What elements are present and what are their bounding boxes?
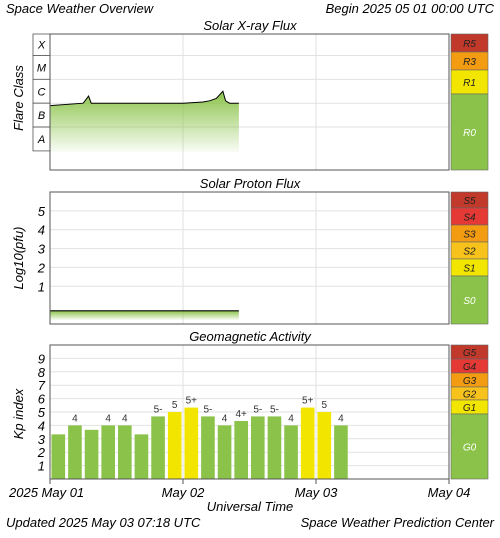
kp-bar-label: 4 [105, 413, 111, 424]
solar-radiation-scale-label: S3 [463, 230, 476, 241]
solar-radiation-scale-band [450, 275, 489, 325]
geomagnetic-scale-label: G1 [463, 403, 476, 414]
kp-bar [267, 416, 282, 479]
proton-tick-label: 3 [38, 242, 46, 257]
kp-bar-label: 4 [222, 413, 228, 424]
radio-scale-label: R3 [463, 57, 476, 68]
solar-radiation-scale-label: S2 [463, 247, 476, 258]
proton-tick-label: 1 [38, 279, 45, 294]
kp-bar [217, 425, 232, 479]
geomagnetic-scale-label: G2 [463, 390, 477, 401]
kp-bar-label: 5- [154, 404, 163, 415]
kp-bar-label: 5- [253, 404, 262, 415]
x-tick-label: May 04 [428, 485, 471, 500]
kp-bar [284, 425, 298, 479]
kp-panel-title: Geomagnetic Activity [189, 329, 312, 344]
kp-y-axis-title: Kp index [11, 388, 26, 439]
radio-scale-label: R5 [463, 39, 476, 50]
kp-bar-label: 5- [203, 404, 212, 415]
geomagnetic-scale-label: G5 [463, 348, 477, 359]
solar-radiation-scale-label: S0 [463, 296, 476, 307]
flare-class-label: C [38, 86, 46, 98]
radio-scale-band [450, 93, 489, 171]
updated-time: Updated 2025 May 03 07:18 UTC [6, 515, 201, 530]
proton-y-axis-title: Log10(pfu) [11, 227, 26, 290]
prediction-center: Space Weather Prediction Center [301, 515, 495, 530]
kp-bar [68, 425, 82, 479]
proton-panel: 1 2 3 4 5 S5 S4 S3 S2 S1 S0 [37, 191, 489, 325]
kp-bar-label: 4+ [235, 409, 247, 420]
geomagnetic-scale-label: G4 [463, 362, 477, 373]
kp-bar-label: 4 [288, 413, 294, 424]
radio-scale-label: R1 [463, 78, 476, 89]
geomagnetic-scale-band [450, 413, 489, 480]
kp-tick-label: 1 [38, 459, 45, 474]
kp-tick-label: 2 [37, 445, 46, 460]
xray-y-axis-title: Flare Class [11, 65, 26, 131]
kp-bar-label: 5+ [186, 396, 198, 407]
kp-bar [184, 407, 199, 479]
kp-bar [334, 425, 348, 479]
plot-border [49, 33, 450, 171]
radio-scale-label: R0 [463, 128, 476, 139]
kp-bar [317, 412, 332, 479]
kp-bar [84, 429, 99, 479]
x-axis-title: Universal Time [207, 499, 294, 514]
plot-background [50, 192, 449, 324]
kp-bar [51, 434, 66, 479]
plot-border [49, 191, 450, 325]
geomagnetic-scale-label: G3 [463, 376, 477, 387]
kp-bar [118, 425, 132, 479]
kp-bar [134, 434, 149, 479]
kp-bar [251, 416, 265, 479]
proton-tick-label: 2 [37, 260, 46, 275]
begin-time: Begin 2025 05 01 00:00 UTC [326, 1, 495, 16]
kp-tick-label: 6 [38, 392, 46, 407]
flare-class-label: M [37, 62, 47, 74]
kp-bar-label: 4 [72, 413, 78, 424]
kp-bar [101, 425, 115, 479]
kp-bar-label: 4 [122, 413, 128, 424]
xray-panel-title: Solar X-ray Flux [203, 18, 297, 33]
kp-bar [167, 412, 182, 479]
proton-tick-label: 4 [38, 223, 45, 238]
solar-radiation-scale-label: S5 [463, 196, 476, 207]
proton-tick-label: 5 [38, 204, 46, 219]
kp-tick-label: 5 [38, 405, 46, 420]
xray-flux-line [49, 90, 239, 107]
kp-bar-label: 5 [172, 400, 178, 411]
geomagnetic-scale-label: G0 [463, 443, 477, 454]
x-axis-ticks: 2025 May 01 May 02 May 03 May 04 [8, 479, 470, 500]
kp-tick-label: 3 [38, 432, 46, 447]
x-tick-label: 2025 May 01 [8, 485, 84, 500]
proton-panel-title: Solar Proton Flux [200, 176, 301, 191]
plot-border [49, 344, 450, 480]
kp-tick-label: 4 [38, 418, 45, 433]
kp-bar [300, 407, 315, 479]
kp-bar [201, 416, 215, 479]
radio-scale-band [450, 69, 489, 95]
kp-bar-label: 4 [338, 413, 344, 424]
kp-tick-label: 8 [38, 365, 46, 380]
solar-radiation-scale-label: S4 [463, 213, 476, 224]
proton-flux-fill [50, 310, 239, 320]
kp-bar [151, 416, 165, 479]
kp-bar-label: 5- [270, 404, 279, 415]
kp-bar-label: 5+ [302, 396, 314, 407]
solar-radiation-scale-label: S1 [463, 264, 475, 275]
xray-flux-fill [50, 91, 239, 152]
kp-tick-label: 9 [38, 351, 45, 366]
kp-bar-label: 5 [322, 400, 328, 411]
flare-class-label: B [38, 110, 45, 122]
flare-class-label: X [37, 40, 46, 52]
kp-tick-label: 7 [38, 378, 46, 393]
kp-bar [234, 420, 248, 479]
overview-title: Space Weather Overview [6, 1, 155, 16]
x-tick-label: May 03 [295, 485, 338, 500]
flare-class-label: A [37, 134, 45, 146]
x-tick-label: May 02 [162, 485, 205, 500]
